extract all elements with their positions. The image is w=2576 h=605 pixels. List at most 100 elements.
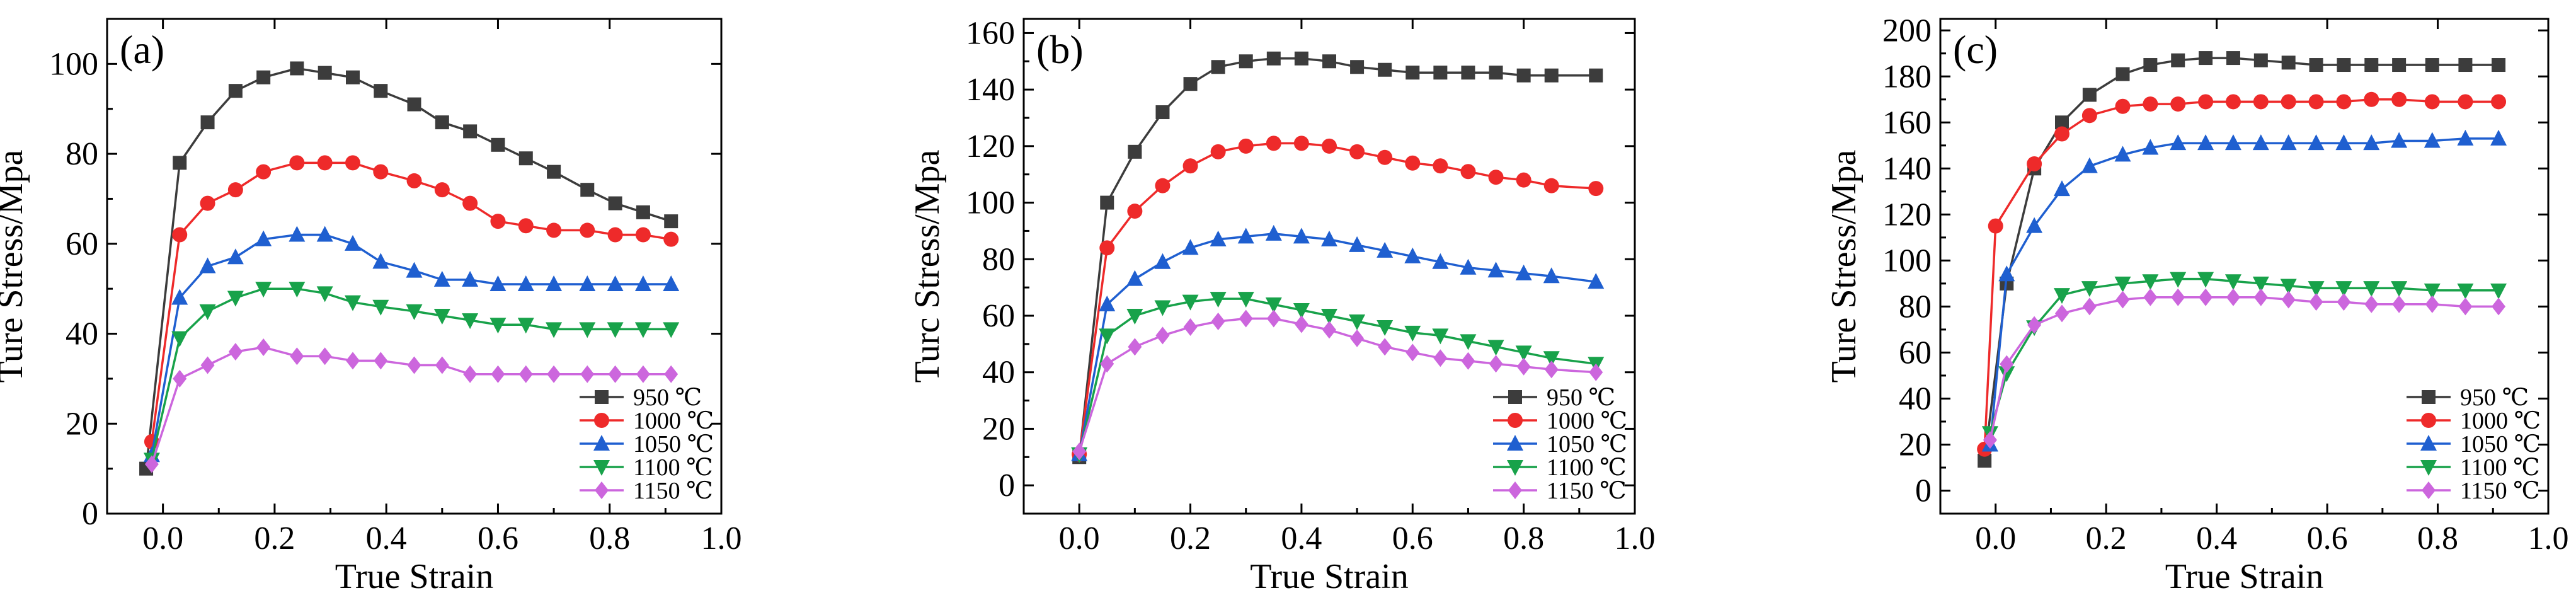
data-point [2392,58,2407,72]
data-point [1543,351,1560,367]
data-point [172,227,188,243]
legend-marker [2420,460,2437,476]
data-point [1998,265,2015,282]
data-point [289,282,306,298]
data-point [1544,360,1559,379]
data-point [1378,62,1392,77]
data-point [664,365,678,383]
data-point [1487,340,1504,356]
data-point [2081,281,2098,297]
data-point [491,137,505,152]
data-point [1516,68,1531,83]
y-tick-label: 0 [1915,473,1932,509]
data-point [289,226,306,242]
data-point [1460,334,1477,350]
data-point [2197,134,2214,151]
data-point [227,182,243,198]
x-tick-label: 0.4 [1281,521,1322,556]
data-point [200,115,215,130]
data-point [2335,281,2352,297]
legend-label: 1000 ℃ [2460,408,2541,434]
data-point [1211,60,1225,74]
data-point [2225,94,2241,110]
data-point [462,270,479,287]
legend-marker [2422,390,2436,404]
data-point [1293,303,1310,320]
y-tick-label: 100 [49,46,98,82]
data-point [406,304,423,320]
data-point [255,230,272,246]
x-axis-label: True Strain [1250,557,1409,596]
data-point [2281,291,2296,309]
data-point [2027,156,2042,172]
data-point [2027,316,2042,334]
data-point [1377,320,1394,336]
data-point [256,338,271,356]
data-point [406,262,423,278]
x-tick-label: 0.2 [2086,521,2127,556]
legend-label: 950 ℃ [633,384,702,411]
data-point [434,182,450,198]
data-point [435,115,449,130]
data-point [1128,338,1142,356]
data-point [2309,293,2323,311]
data-point [1322,54,1336,69]
y-tick-label: 100 [966,185,1015,221]
data-point [1322,321,1336,339]
legend-marker [2421,413,2436,428]
data-point [1294,315,1308,333]
data-point [1978,454,1992,468]
data-point [1350,60,1365,74]
data-point [2490,283,2507,299]
data-point [2081,108,2097,124]
data-point [1154,300,1171,316]
data-point [517,275,534,292]
data-point [1239,54,1253,69]
data-point [546,322,563,338]
y-tick-label: 80 [66,136,98,172]
data-point [171,331,188,347]
data-point [1099,328,1116,345]
x-axis-label: True Strain [335,557,494,596]
x-tick-label: 0.0 [1059,521,1100,556]
data-point [316,286,333,302]
data-point [2170,272,2187,288]
data-point [1350,329,1365,347]
data-point [2335,134,2352,151]
data-point [289,155,305,171]
series-1050 [1981,129,2507,452]
data-point [2253,288,2268,306]
data-point [2308,94,2324,110]
data-point [1266,135,1281,151]
data-point [1266,51,1281,66]
data-point [1589,363,1603,381]
data-point [1405,155,1421,171]
data-point [2143,288,2158,306]
series-line [151,161,672,442]
x-tick-label: 0.8 [2417,521,2458,556]
data-point [1516,357,1531,376]
series-1150 [1072,309,1603,461]
y-tick-label: 140 [966,72,1015,108]
data-point [491,365,505,383]
series-1000 [1072,135,1604,462]
data-point [374,84,388,98]
data-point [2143,58,2158,72]
x-tick-label: 0.8 [589,521,630,556]
data-point [580,183,595,197]
y-tick-label: 180 [1882,59,1932,95]
data-point [547,365,561,383]
data-point [2458,58,2473,72]
data-point [2226,51,2240,66]
series-950 [1978,51,2506,468]
data-point [636,365,650,383]
legend-marker [1508,413,1523,428]
data-point [2115,98,2131,114]
data-point [663,275,680,292]
data-point [406,173,422,188]
series-1000 [144,155,679,449]
data-point [316,226,333,242]
data-point [1127,204,1143,219]
data-point [2252,134,2269,151]
data-point [345,155,360,171]
